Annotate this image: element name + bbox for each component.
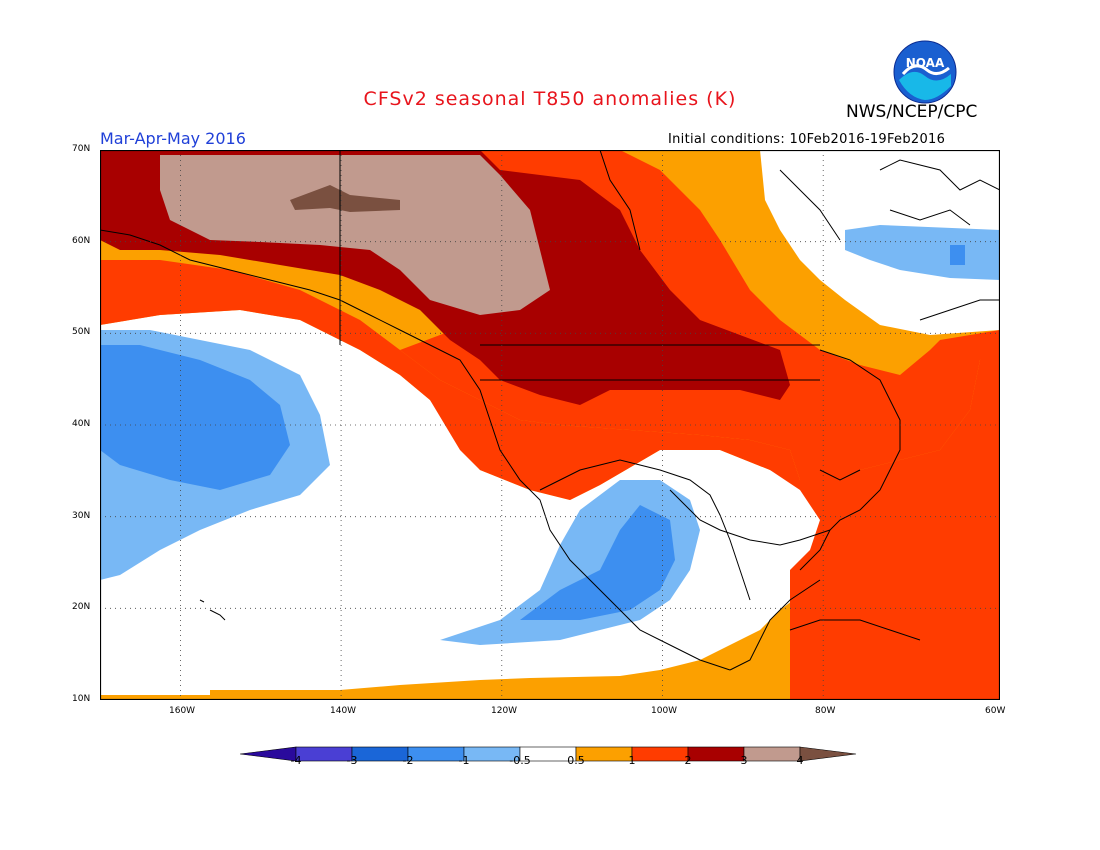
lat-tick-10n: 10N <box>72 694 91 704</box>
color-bar-label: -4 <box>290 754 302 767</box>
anomaly-band-gt4 <box>290 185 400 212</box>
color-bar-label: 0.5 <box>567 754 585 767</box>
svg-text:NOAA: NOAA <box>906 56 945 70</box>
lon-tick-100w: 100W <box>651 706 678 716</box>
color-bar-cell <box>407 746 465 762</box>
lat-tick-50n: 50N <box>72 327 91 337</box>
anomaly-bottom-stripe <box>210 690 790 700</box>
color-bar-label: -3 <box>346 754 358 767</box>
color-bar-label: 4 <box>796 754 804 767</box>
lon-tick-60w: 60W <box>985 706 1006 716</box>
color-bar-label: -1 <box>458 754 470 767</box>
forecast-period: Mar-Apr-May 2016 <box>100 129 246 148</box>
color-bar-label: -0.5 <box>509 754 531 767</box>
anomaly-band-1-2 <box>100 260 1000 700</box>
coastlines-and-borders <box>100 150 1000 671</box>
anomaly-band-neg1-neg2-mexico <box>520 505 675 620</box>
anomaly-band-neg1-neg2-labrador <box>950 245 965 265</box>
color-bar-cell <box>295 746 353 762</box>
color-bar-label: 3 <box>740 754 748 767</box>
color-bar-arrow-high <box>799 746 857 762</box>
lat-tick-60n: 60N <box>72 236 91 246</box>
color-bar-label: 2 <box>684 754 692 767</box>
lat-tick-70n: 70N <box>72 144 91 154</box>
agency-label: NWS/NCEP/CPC <box>846 102 978 122</box>
color-bar-cell <box>631 746 689 762</box>
graticule <box>100 150 1000 700</box>
lon-tick-160w: 160W <box>169 706 196 716</box>
color-bar <box>240 746 857 762</box>
anomaly-band-neg05-neg1-labrador <box>845 225 1000 280</box>
lat-tick-20n: 20N <box>72 602 91 612</box>
color-bar-cell <box>351 746 409 762</box>
color-bar-label: -2 <box>402 754 414 767</box>
map-canvas <box>100 150 1000 700</box>
color-bar-label: 1 <box>628 754 636 767</box>
initial-conditions: Initial conditions: 10Feb2016-19Feb2016 <box>668 132 946 147</box>
lat-tick-40n: 40N <box>72 419 91 429</box>
lon-tick-120w: 120W <box>491 706 518 716</box>
color-bar-cell <box>687 746 745 762</box>
color-bar-arrow-low <box>240 746 297 762</box>
map-frame <box>100 150 1000 700</box>
noaa-logo: NOAA <box>893 40 957 104</box>
lon-tick-80w: 80W <box>815 706 836 716</box>
anomaly-band-3-4 <box>160 155 550 315</box>
lon-tick-140w: 140W <box>330 706 357 716</box>
anomaly-map: 70N 60N 50N 40N 30N 20N 10N 160W 140W 12… <box>72 144 1005 716</box>
anomaly-band-neg1-neg2-pacific <box>100 345 290 490</box>
map-title: CFSv2 seasonal T850 anomalies (K) <box>363 88 737 110</box>
color-bar-cell <box>743 746 801 762</box>
lat-tick-30n: 30N <box>72 511 91 521</box>
